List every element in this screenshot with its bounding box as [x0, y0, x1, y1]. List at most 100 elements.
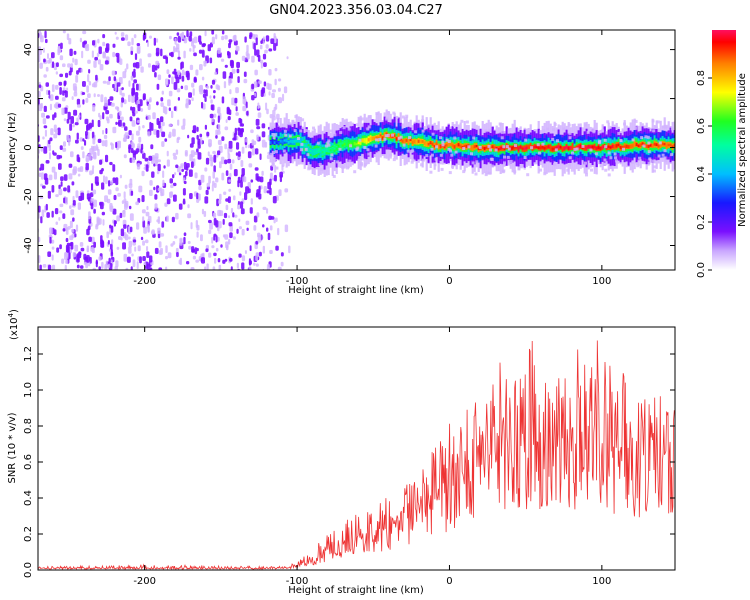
noise-cell — [196, 247, 199, 252]
noise-cell — [257, 102, 260, 110]
signal-halo-cell — [338, 147, 342, 151]
noise-cell — [169, 191, 173, 198]
noise-cell — [187, 134, 190, 139]
noise-cell — [253, 81, 258, 88]
signal-halo-cell — [513, 170, 517, 174]
signal-halo-cell — [670, 127, 674, 131]
signal-cell — [365, 139, 368, 143]
noise-cell — [92, 137, 96, 145]
noise-cell — [49, 94, 54, 101]
noise-cell — [173, 46, 176, 53]
noise-cell — [74, 244, 79, 252]
noise-cell — [90, 203, 94, 210]
signal-halo-cell — [617, 132, 621, 135]
noise-cell — [189, 143, 194, 148]
noise-cell — [131, 120, 136, 127]
signal-cell — [411, 140, 414, 145]
noise-cell — [154, 194, 158, 200]
noise-cell — [209, 113, 214, 119]
signal-cell — [379, 134, 382, 137]
noise-cell — [203, 210, 207, 217]
signal-cell — [425, 142, 428, 146]
noise-cell — [219, 210, 224, 217]
signal-halo-cell — [614, 156, 617, 160]
signal-halo-cell — [300, 142, 304, 146]
noise-cell — [181, 69, 185, 76]
signal-halo-cell — [441, 143, 445, 147]
noise-cell — [125, 34, 129, 41]
noise-cell — [198, 35, 202, 43]
noise-cell — [246, 110, 249, 116]
x-tick-label: 0 — [446, 576, 452, 587]
noise-cell — [48, 90, 51, 96]
noise-cell — [101, 168, 104, 172]
noise-cell — [141, 170, 145, 177]
noise-cell — [154, 65, 158, 71]
noise-cell — [153, 186, 156, 191]
signal-halo-cell — [327, 139, 331, 143]
signal-cell — [429, 141, 432, 145]
noise-cell — [111, 239, 114, 245]
noise-cell — [99, 159, 103, 165]
noise-cell — [143, 261, 147, 267]
noise-cell — [63, 174, 68, 181]
noise-cell — [172, 128, 176, 137]
noise-cell — [217, 124, 221, 132]
signal-cell — [405, 139, 408, 142]
noise-cell — [275, 245, 279, 251]
noise-cell — [142, 95, 146, 101]
signal-cell — [361, 138, 364, 143]
noise-cell — [273, 43, 277, 51]
noise-cell — [209, 154, 213, 161]
noise-cell — [64, 252, 68, 260]
noise-cell — [138, 185, 143, 193]
noise-cell — [69, 220, 73, 229]
signal-halo-cell — [364, 163, 367, 167]
noise-cell — [68, 173, 73, 180]
noise-cell — [245, 186, 249, 194]
noise-cell — [227, 50, 230, 56]
signal-halo-cell — [299, 129, 303, 133]
signal-halo-cell — [297, 137, 300, 140]
signal-cell — [663, 142, 666, 146]
signal-halo-cell — [355, 147, 359, 151]
noise-cell — [75, 190, 79, 198]
noise-cell — [51, 166, 56, 173]
noise-cell — [39, 32, 43, 40]
noise-cell — [240, 180, 243, 188]
y-tick-label: 0.0 — [23, 562, 34, 578]
signal-halo-cell — [448, 171, 452, 175]
noise-cell — [80, 265, 84, 269]
y-tick-label: 20 — [23, 92, 34, 105]
noise-cell — [90, 246, 94, 252]
signal-halo-cell — [360, 154, 364, 158]
noise-cell — [50, 128, 54, 136]
noise-cell — [133, 79, 137, 84]
noise-cell — [55, 84, 59, 90]
noise-cell — [61, 107, 65, 116]
noise-cell — [239, 191, 242, 196]
noise-cell — [42, 136, 45, 140]
noise-cell — [118, 119, 122, 127]
noise-cell — [155, 38, 159, 43]
noise-cell — [229, 78, 233, 84]
signal-halo-cell — [503, 161, 506, 165]
signal-halo-cell — [367, 152, 371, 156]
noise-cell — [136, 120, 141, 123]
signal-halo-cell — [470, 152, 473, 156]
noise-cell — [268, 48, 273, 52]
noise-cell — [108, 76, 111, 82]
signal-halo-cell — [284, 133, 288, 137]
noise-cell — [171, 76, 174, 85]
noise-cell — [165, 266, 168, 270]
signal-cell — [323, 150, 326, 154]
noise-cell — [82, 30, 87, 35]
noise-cell — [105, 260, 108, 269]
noise-cell — [178, 203, 183, 210]
signal-cell — [641, 142, 644, 146]
noise-cell — [231, 97, 235, 106]
noise-cell — [244, 36, 247, 43]
noise-cell — [138, 125, 141, 131]
noise-cell — [263, 62, 267, 67]
signal-cell — [591, 145, 594, 149]
